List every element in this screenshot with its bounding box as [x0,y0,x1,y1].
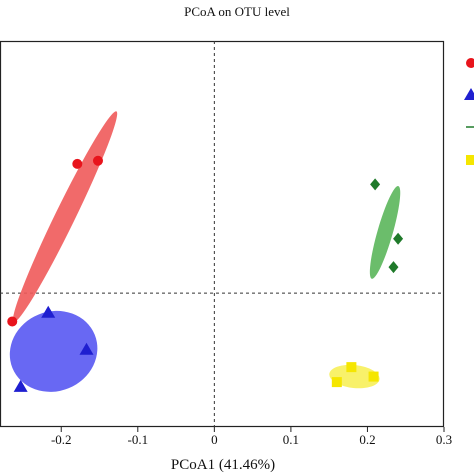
data-point-triangle [13,379,28,392]
x-tick-label: 0.2 [359,432,375,447]
confidence-ellipse-1 [12,111,118,323]
data-point-circle [92,155,103,166]
x-tick-label: -0.2 [51,432,72,447]
legend-marker-circle [466,58,474,68]
chart-title: PCoA on OTU level [184,4,290,19]
confidence-ellipse-3 [369,186,401,279]
x-tick-label: -0.1 [127,432,148,447]
data-point-square [368,371,379,382]
data-point-circle [72,158,83,169]
x-tick-label: 0 [211,432,218,447]
x-axis-label: PCoA1 (41.46%) [171,457,275,473]
legend-marker-square [466,155,474,165]
data-point-triangle [79,342,94,355]
data-point-circle [7,316,18,327]
x-tick-label: 0.3 [436,432,452,447]
plot-area: -0.2 -0.1 0 0.1 0.2 0.3 [0,40,474,447]
data-point-triangle [41,305,56,318]
data-point-diamond [370,178,381,191]
data-point-square [346,362,357,373]
data-point-diamond [388,261,399,274]
confidence-ellipse-2 [9,310,98,392]
x-tick-label: 0.1 [283,432,299,447]
data-point-square [331,377,342,388]
plot-frame [0,40,445,428]
data-point-diamond [393,232,404,245]
confidence-ellipse-4 [329,364,380,389]
legend-marker-triangle [464,88,474,100]
